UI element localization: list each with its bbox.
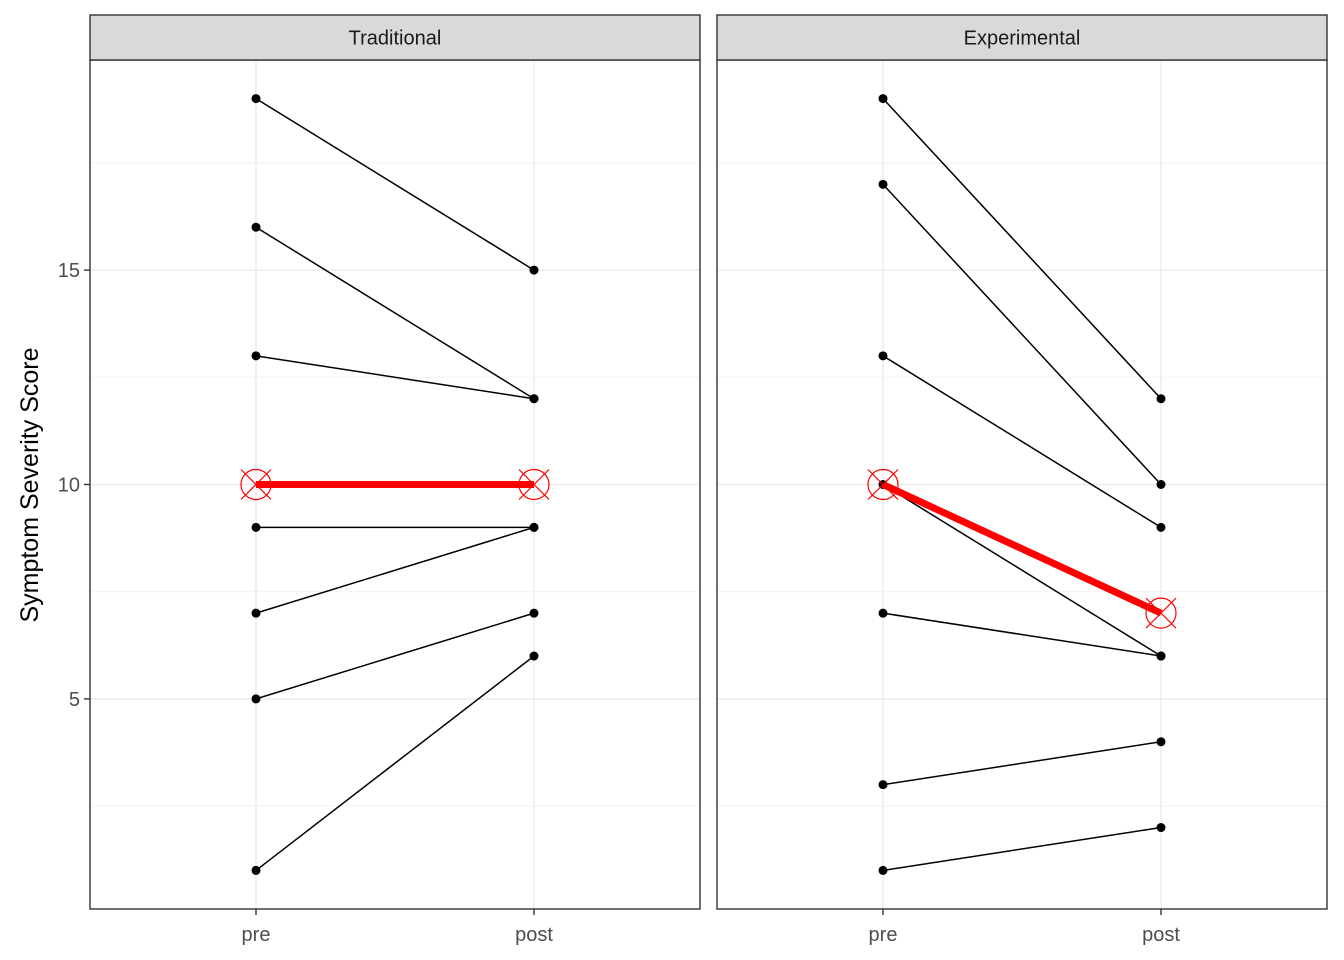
subject-line: [882, 741, 1162, 786]
y-tick-label: 10: [58, 475, 80, 497]
subject-point: [1156, 394, 1166, 404]
subject-point: [251, 865, 261, 875]
mean-line: [881, 481, 1163, 617]
subject-line: [255, 526, 535, 614]
strip-label: Traditional: [349, 28, 442, 50]
subject-point: [529, 608, 539, 618]
mean-point: [518, 468, 550, 501]
mean-point: [867, 468, 899, 501]
x-tick-label: pre: [242, 924, 271, 946]
panels-layer: Traditional pre post 5 10 15 Experimental pre po…: [58, 14, 1328, 946]
mean-point-cross: [518, 469, 550, 500]
subject-point: [251, 94, 261, 104]
subject-point: [1156, 823, 1166, 833]
strip-background: [89, 14, 701, 61]
subject-point: [251, 608, 261, 618]
subject-line: [882, 612, 1162, 657]
subject-point: [878, 865, 888, 875]
y-axis-title: Symptom Severity Score: [16, 347, 44, 622]
mean-point-circle: [867, 468, 899, 501]
x-tick-label: post: [1142, 924, 1180, 946]
subject-point: [1156, 737, 1166, 747]
subject-point: [251, 522, 261, 532]
y-tick-label: 5: [69, 689, 80, 711]
strip-background: [716, 14, 1328, 61]
subject-line: [255, 355, 535, 400]
subject-point: [878, 179, 888, 189]
mean-point-cross: [867, 469, 899, 500]
x-tick-label: pre: [869, 924, 898, 946]
subject-line: [255, 97, 535, 271]
subject-point: [529, 265, 539, 275]
subject-point: [251, 351, 261, 361]
subject-line: [255, 655, 535, 872]
subject-point: [878, 351, 888, 361]
subject-point: [1156, 651, 1166, 661]
subject-point: [878, 780, 888, 790]
panel-experimental: Experimental pre post: [716, 14, 1328, 946]
panel-traditional: Traditional pre post 5 10 15: [58, 14, 701, 946]
subject-point: [529, 522, 539, 532]
subject-line: [882, 826, 1162, 872]
subject-point: [878, 608, 888, 618]
subject-point: [529, 394, 539, 404]
subject-point: [1156, 522, 1166, 532]
subject-line: [882, 355, 1162, 529]
subject-point: [878, 94, 888, 104]
mean-point-circle: [1145, 597, 1177, 629]
mean-point-cross: [240, 469, 272, 500]
mean-point-cross: [1145, 597, 1177, 629]
mean-point: [1145, 597, 1177, 629]
mean-point-circle: [518, 468, 550, 501]
subject-line: [255, 226, 535, 400]
subject-point: [1156, 480, 1166, 489]
subject-line: [882, 183, 1162, 486]
subject-point: [251, 694, 261, 704]
subject-line: [882, 98, 1162, 400]
subject-line: [255, 612, 535, 700]
mean-point-circle: [240, 468, 272, 501]
subject-point: [529, 651, 539, 661]
strip-label: Experimental: [964, 28, 1081, 50]
y-tick-label: 15: [58, 260, 80, 282]
subject-point: [251, 222, 261, 232]
mean-point: [240, 468, 272, 501]
subject-line: [882, 483, 1162, 657]
x-tick-label: post: [515, 924, 553, 946]
